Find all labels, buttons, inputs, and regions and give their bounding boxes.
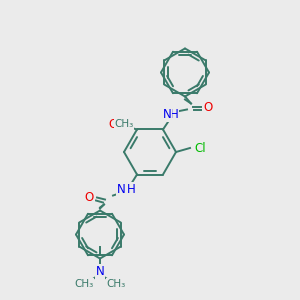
Text: CH₃: CH₃ bbox=[74, 278, 94, 289]
Text: Cl: Cl bbox=[194, 142, 206, 154]
Text: CH₃: CH₃ bbox=[114, 119, 134, 130]
Text: N: N bbox=[96, 265, 104, 278]
Text: O: O bbox=[203, 101, 213, 114]
Text: O: O bbox=[108, 118, 118, 131]
Text: N: N bbox=[117, 183, 125, 196]
Text: H: H bbox=[127, 183, 135, 196]
Text: N: N bbox=[163, 108, 171, 121]
Text: O: O bbox=[84, 191, 94, 204]
Text: CH₃: CH₃ bbox=[106, 278, 126, 289]
Text: H: H bbox=[169, 108, 178, 121]
